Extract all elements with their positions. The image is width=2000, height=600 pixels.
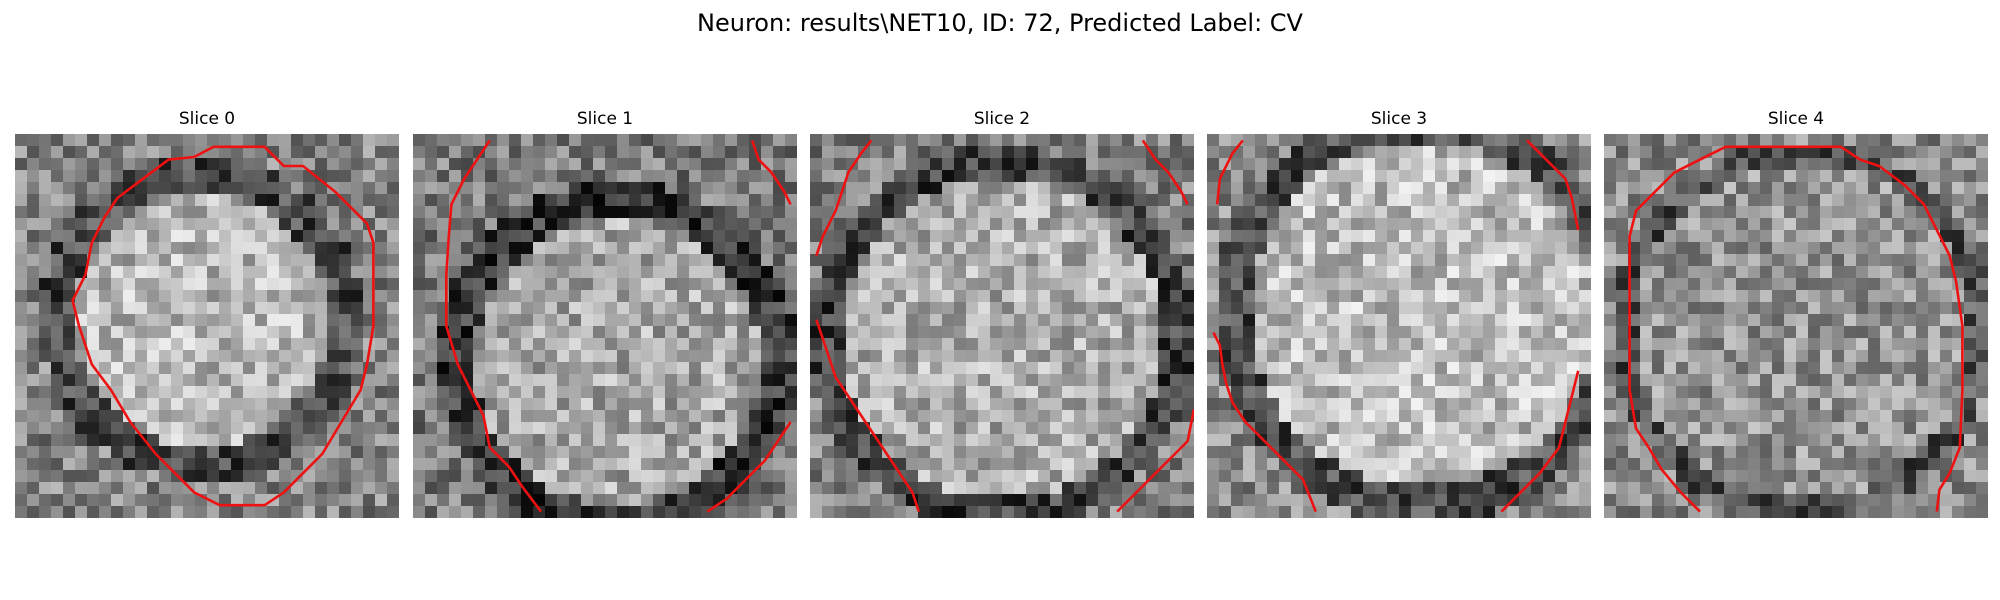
slice-title: Slice 4 [1767, 109, 1825, 129]
contour-line [750, 139, 792, 205]
pixel-grid [1604, 134, 1988, 518]
slice-image [810, 134, 1194, 518]
pixel-grid [15, 134, 399, 518]
slice-image [413, 134, 797, 518]
slice-image [1604, 134, 1988, 518]
contour-line [1116, 408, 1194, 513]
contour-line [815, 139, 873, 257]
contour-line [1141, 139, 1189, 205]
slice-panel-3: Slice 3 [1207, 108, 1591, 528]
contour-line [1526, 139, 1580, 231]
slice-title: Slice 1 [576, 109, 634, 129]
slice-panel-1: Slice 1 [413, 108, 797, 528]
figure-title: Neuron: results\NET10, ID: 72, Predicted… [697, 9, 1303, 37]
contour-line [815, 319, 921, 513]
slice-image [1207, 134, 1591, 518]
contour-line [1628, 145, 1964, 513]
slice-panel-2: Slice 2 [810, 108, 1194, 528]
slice-image [15, 134, 399, 518]
contour-line [71, 145, 375, 507]
slice-title: Slice 0 [178, 109, 236, 129]
pixel-grid [1207, 134, 1591, 518]
contour-line [1500, 370, 1580, 513]
slice-title: Slice 2 [973, 109, 1031, 129]
slice-panel-4: Slice 4 [1604, 108, 1988, 528]
contour-line [444, 139, 543, 513]
slice-panel-0: Slice 0 [15, 108, 399, 528]
contour-line [1212, 331, 1318, 513]
pixel-grid [413, 134, 797, 518]
contour-line [706, 421, 792, 513]
pixel-grid [810, 134, 1194, 518]
contour-line [1215, 139, 1244, 205]
slice-title: Slice 3 [1370, 109, 1428, 129]
